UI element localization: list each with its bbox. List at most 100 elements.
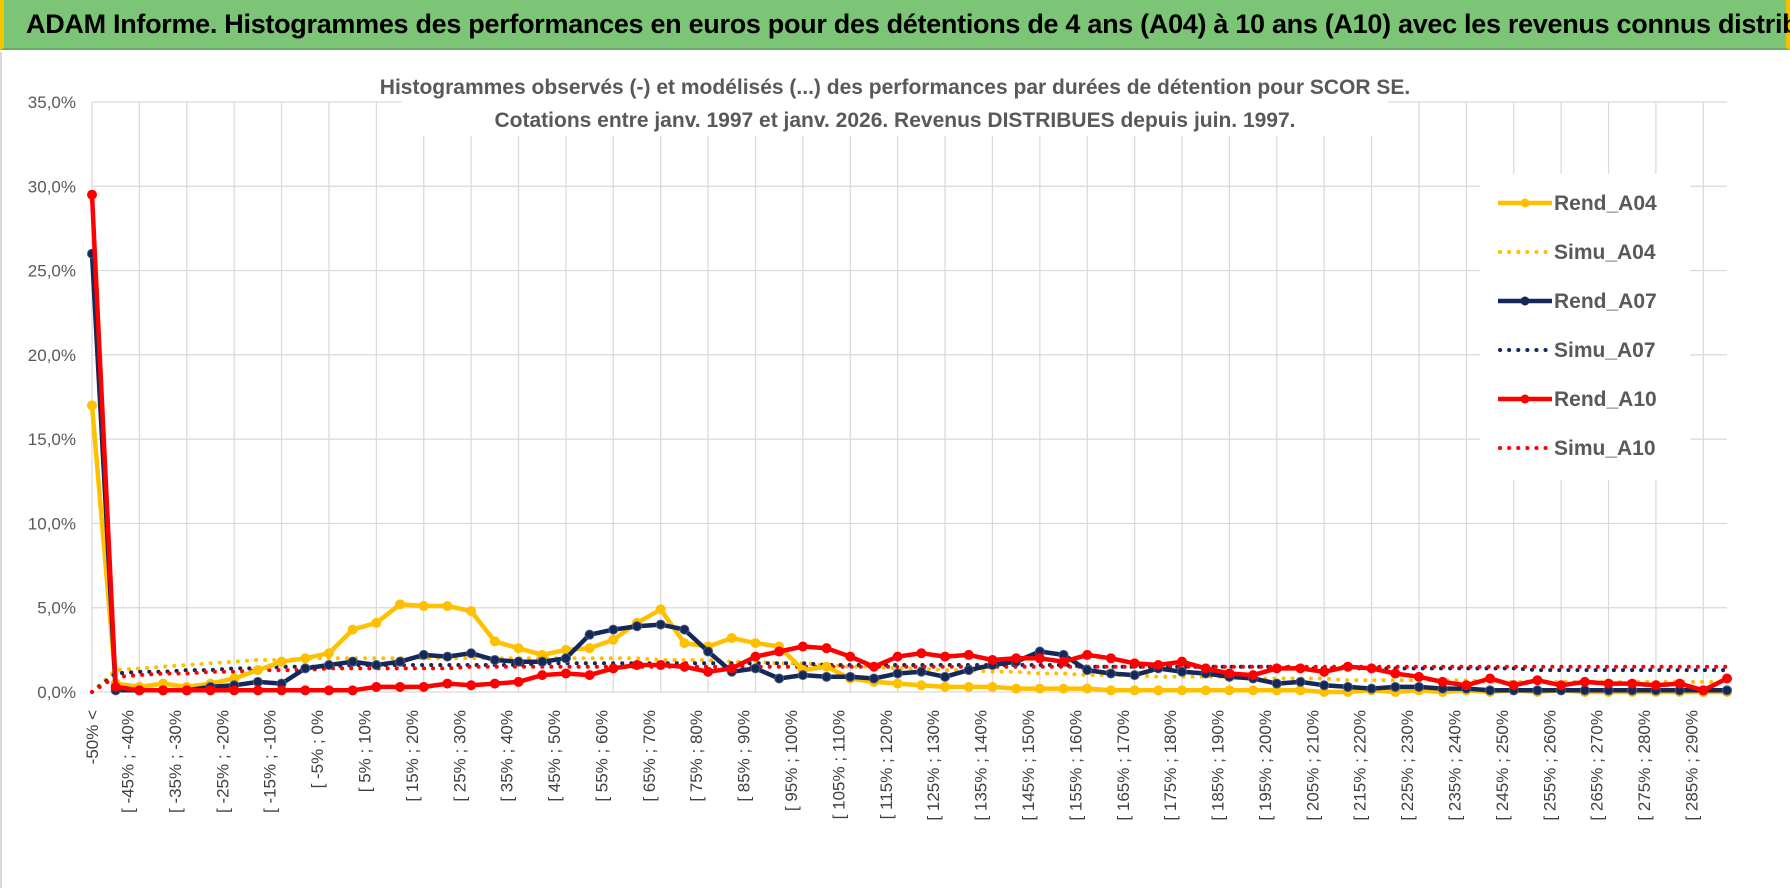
data-point-Rend_A04 (1058, 683, 1069, 694)
data-point-Rend_A10 (513, 676, 524, 687)
legend-label: Simu_A10 (1554, 437, 1656, 460)
data-point-Rend_A10 (1650, 680, 1661, 691)
data-point-Rend_A04 (750, 638, 761, 649)
data-point-Rend_A10 (1722, 673, 1732, 684)
x-tick-label: [ 5% ; 10% (356, 710, 375, 792)
data-point-Rend_A07 (442, 651, 453, 662)
series-line-Rend_A10 (89, 194, 1729, 693)
data-point-Rend_A10 (655, 660, 666, 671)
chart-title-line-1: Histogrammes observés (-) et modélisés (… (380, 76, 1410, 99)
data-point-Rend_A10 (1627, 678, 1638, 689)
data-point-Rend_A10 (1556, 680, 1567, 691)
data-point-Rend_A04 (679, 638, 690, 649)
data-point-Rend_A10 (1437, 676, 1448, 687)
data-point-Rend_A10 (1058, 656, 1069, 667)
data-point-Rend_A10 (489, 678, 500, 689)
data-point-Rend_A07 (1579, 685, 1590, 696)
data-point-Rend_A04 (963, 681, 974, 692)
data-point-Rend_A04 (347, 624, 358, 635)
x-tick-label: [ 125% ; 130% (924, 710, 943, 821)
data-point-Rend_A10 (418, 681, 429, 692)
data-point-Rend_A07 (679, 624, 690, 635)
data-point-Rend_A07 (655, 619, 666, 630)
data-point-Rend_A04 (489, 636, 500, 647)
x-tick-label: [ 215% ; 220% (1351, 710, 1370, 821)
report-banner: ADAM Informe. Histogrammes des performan… (0, 0, 1790, 50)
x-tick-label: [ 265% ; 270% (1588, 710, 1607, 821)
x-tick-label: [ 185% ; 190% (1209, 710, 1228, 821)
data-point-Rend_A10 (560, 668, 571, 679)
data-point-Rend_A04 (1129, 685, 1140, 696)
data-point-Rend_A04 (466, 606, 477, 617)
data-point-Rend_A10 (1603, 678, 1614, 689)
data-point-Rend_A10 (1319, 666, 1330, 677)
data-point-Rend_A07 (1129, 670, 1140, 681)
data-point-Rend_A10 (821, 643, 832, 654)
data-point-Rend_A10 (466, 680, 477, 691)
x-tick-label: [ 245% ; 250% (1493, 710, 1512, 821)
data-point-Rend_A04 (1082, 683, 1093, 694)
legend-label: Simu_A07 (1554, 339, 1656, 362)
data-point-Rend_A04 (892, 678, 903, 689)
legend-label: Rend_A04 (1554, 192, 1657, 215)
data-point-Rend_A07 (608, 624, 619, 635)
chart-area: Histogrammes observés (-) et modélisés (… (0, 52, 1790, 888)
data-point-Rend_A04 (987, 681, 998, 692)
data-point-Rend_A04 (252, 665, 263, 676)
data-point-Rend_A07 (1271, 678, 1282, 689)
x-tick-label: [ 45% ; 50% (545, 710, 564, 802)
y-axis-ticks: 0,0% 5,0% 10,0% 15,0% 20,0% 25,0% 30,0% 35,0% (28, 93, 76, 702)
legend-item-Simu_A10: Simu_A10 (1498, 437, 1656, 460)
data-point-Rend_A10 (276, 685, 287, 696)
data-point-Rend_A10 (1034, 653, 1045, 664)
data-point-Rend_A10 (1674, 678, 1685, 689)
x-tick-label: [ 85% ; 90% (735, 710, 754, 802)
data-point-Rend_A07 (774, 673, 785, 684)
data-point-Rend_A07 (1319, 680, 1330, 691)
data-point-Rend_A07 (560, 653, 571, 664)
x-tick-label: [ 255% ; 260% (1540, 710, 1559, 821)
x-tick-label: [ -15% ; -10% (261, 710, 280, 813)
x-tick-label: [ 25% ; 30% (450, 710, 469, 802)
data-point-Rend_A07 (868, 673, 879, 684)
data-point-Rend_A10 (703, 666, 714, 677)
data-point-Rend_A10 (1177, 656, 1187, 667)
data-point-Rend_A10 (726, 663, 737, 674)
data-point-Rend_A10 (537, 670, 548, 681)
x-axis-ticks: -50% < [ -45% ; -40% [ -35% ; -30% [ -25% ;… (83, 710, 1702, 821)
data-point-Rend_A04 (442, 601, 453, 612)
data-point-Rend_A10 (632, 660, 642, 671)
x-tick-label: [ 235% ; 240% (1446, 710, 1465, 821)
data-point-Rend_A07 (916, 666, 927, 677)
data-point-Rend_A10 (158, 685, 169, 696)
data-point-Rend_A10 (1271, 663, 1282, 674)
data-point-Rend_A10 (1200, 663, 1211, 674)
data-point-Rend_A04 (418, 601, 429, 612)
data-point-Rend_A07 (418, 649, 429, 660)
data-point-Rend_A10 (845, 651, 856, 662)
legend: Rend_A04 Simu_A04 Rend_A07 Simu_A07 Rend_A10… (1480, 174, 1690, 480)
data-point-Rend_A10 (1508, 680, 1519, 691)
x-tick-label: [ -25% ; -20% (213, 710, 232, 813)
x-tick-label: [ 195% ; 200% (1256, 710, 1275, 821)
x-tick-label: [ -5% ; 0% (308, 710, 327, 788)
data-point-Rend_A10 (1366, 663, 1377, 674)
data-point-Rend_A04 (1177, 685, 1187, 696)
x-tick-label: [ 105% ; 110% (829, 710, 848, 819)
data-point-Rend_A07 (1177, 666, 1187, 677)
data-point-Rend_A07 (632, 621, 642, 632)
x-tick-label: [ 175% ; 180% (1161, 710, 1180, 821)
data-point-Rend_A10 (608, 663, 619, 674)
data-point-Rend_A10 (940, 651, 951, 662)
data-point-Rend_A10 (1082, 649, 1093, 660)
data-point-Rend_A07 (537, 656, 548, 667)
data-point-Rend_A04 (323, 648, 334, 659)
data-point-Rend_A07 (1485, 685, 1496, 696)
legend-marker (1520, 296, 1530, 306)
series-line-Rend_A07 (89, 253, 1727, 693)
grid-layer (91, 101, 1727, 693)
x-tick-label: -50% < (83, 710, 102, 764)
data-point-Rend_A10 (1579, 676, 1590, 687)
series-line-Simu_A04 (90, 656, 1729, 694)
